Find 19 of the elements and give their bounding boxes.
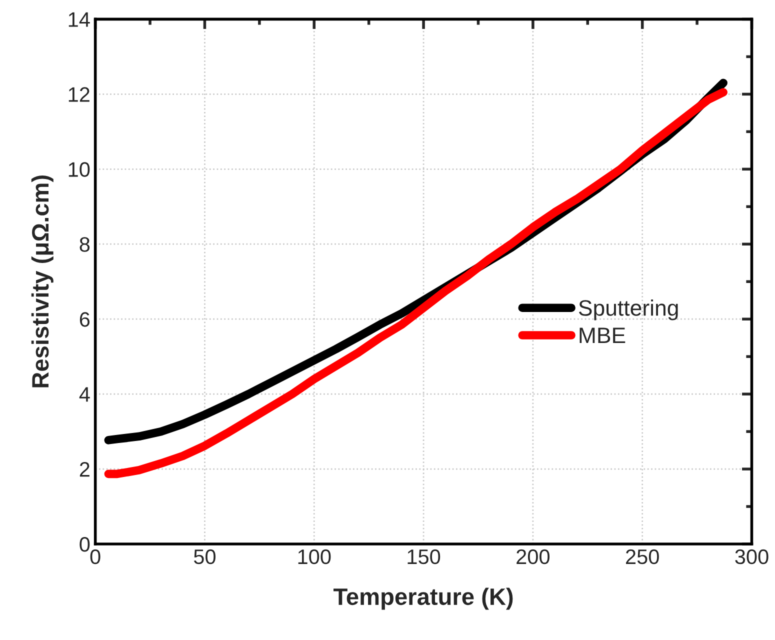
y-tick-label: 4 (79, 387, 90, 402)
x-tick-label: 200 (516, 549, 550, 564)
x-tick-label: 100 (298, 549, 331, 564)
y-axis-title: Resistivity (μΩ.cm) (31, 176, 54, 388)
y-tick-label: 2 (80, 462, 90, 477)
y-tick-label: 12 (68, 87, 90, 102)
y-tick-label: 8 (80, 237, 90, 252)
y-tick-label: 0 (80, 537, 90, 552)
x-tick-label: 150 (408, 549, 440, 564)
legend-label: MBE (580, 328, 626, 344)
x-tick-label: 250 (626, 549, 659, 564)
x-axis-title: Temperature (K) (333, 588, 513, 610)
x-tick-label: 0 (90, 549, 100, 564)
x-tick-label: 300 (735, 549, 768, 564)
legend-label: Sputtering (578, 300, 678, 320)
y-tick-label: 6 (80, 312, 90, 327)
x-tick-label: 50 (194, 549, 216, 564)
y-tick-label: 14 (68, 12, 90, 27)
y-tick-label: 10 (68, 162, 90, 177)
